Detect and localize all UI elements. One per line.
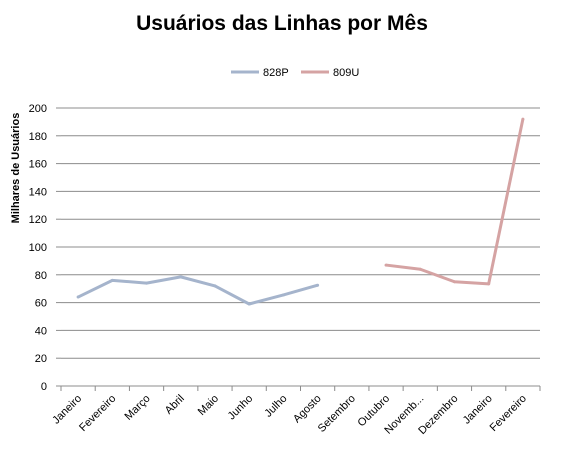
- y-tick-label: 120: [29, 214, 47, 226]
- x-tick-label: Janeiro: [50, 393, 84, 427]
- y-tick-label: 60: [35, 298, 47, 310]
- data-point: [110, 278, 114, 282]
- chart-title: Usuários das Linhas por Mês: [136, 12, 428, 35]
- y-tick-label: 140: [29, 186, 47, 198]
- data-point: [316, 283, 320, 287]
- x-tick-label: Junho: [226, 393, 256, 423]
- data-point: [179, 275, 183, 279]
- legend: 828P 809U: [231, 67, 359, 79]
- data-point: [452, 280, 456, 284]
- series-line-828P: [77, 275, 319, 306]
- legend-label: 828P: [263, 67, 289, 79]
- x-tick-label: Fevereiro: [488, 393, 529, 434]
- data-point: [418, 267, 422, 271]
- x-tick-label: Maio: [196, 393, 221, 418]
- x-tick-label: Fevereiro: [77, 393, 118, 434]
- y-tick-label: 0: [41, 381, 47, 393]
- y-axis-ticks: 0 20 40 60 80 100 120 140 160 180 200: [29, 103, 61, 393]
- y-tick-label: 200: [29, 103, 47, 115]
- y-tick-label: 80: [35, 270, 47, 282]
- data-point: [281, 293, 285, 297]
- y-axis-title: Milhares de Usuários: [10, 113, 22, 224]
- x-tick-label: Julho: [262, 393, 289, 420]
- data-point: [213, 284, 217, 288]
- data-point: [247, 302, 251, 306]
- y-tick-label: 20: [35, 353, 47, 365]
- data-point: [521, 117, 525, 121]
- y-tick-label: 100: [29, 242, 47, 254]
- gridlines: [61, 107, 540, 387]
- legend-label: 809U: [333, 67, 359, 79]
- y-tick-label: 180: [29, 131, 47, 143]
- x-tick-label: Janeiro: [461, 393, 495, 427]
- series-lines: [76, 117, 525, 306]
- data-point: [384, 263, 388, 267]
- data-point: [487, 282, 491, 286]
- x-tick-label: Março: [123, 393, 153, 423]
- y-tick-label: 40: [35, 325, 47, 337]
- series-line-809U: [385, 118, 525, 286]
- data-point: [76, 295, 80, 299]
- y-tick-label: 160: [29, 159, 47, 171]
- x-tick-label: Abril: [163, 393, 187, 417]
- x-tick-label: Setembro: [316, 393, 358, 435]
- data-point: [145, 281, 149, 285]
- x-tick-label: Agosto: [291, 393, 324, 426]
